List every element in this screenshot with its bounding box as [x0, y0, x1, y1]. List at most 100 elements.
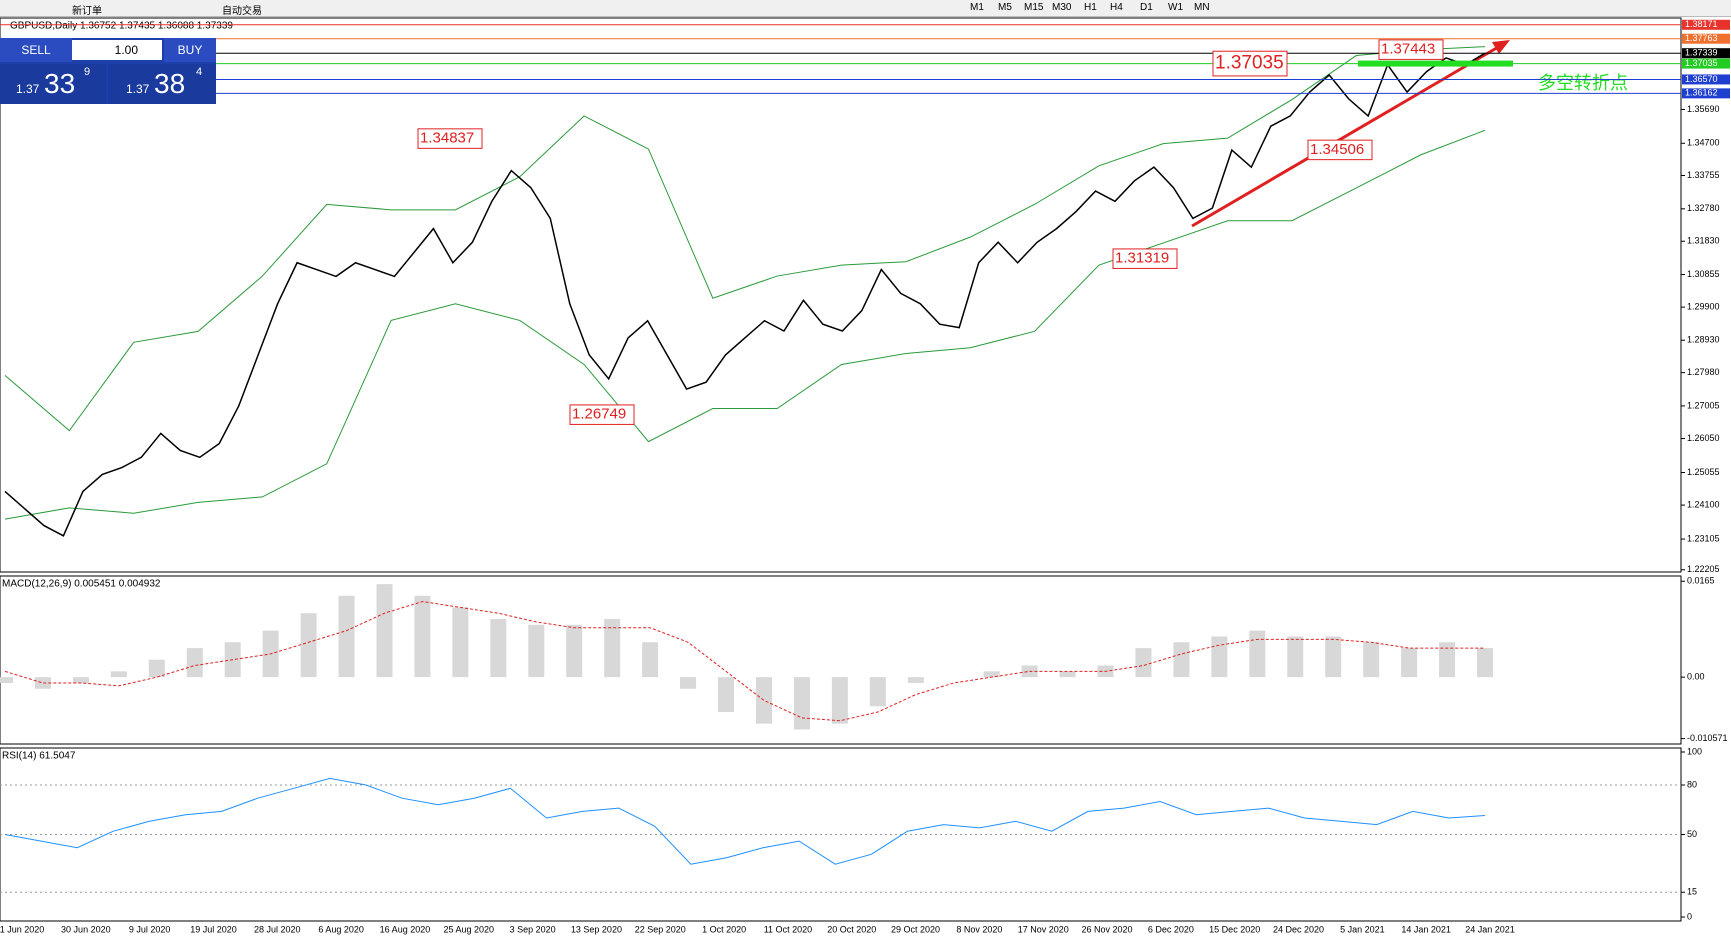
- macd-bar: [642, 642, 659, 678]
- macd-label: MACD(12,26,9) 0.005451 0.004932: [2, 579, 161, 590]
- ask-box[interactable]: 1.37 38 4: [108, 64, 216, 104]
- ask-big: 1.37: [126, 82, 150, 96]
- timeframe-button[interactable]: H4: [1110, 2, 1123, 13]
- price-tick-label: 1.34700: [1687, 138, 1720, 148]
- timeframe-button[interactable]: D1: [1140, 2, 1153, 13]
- macd-tick-label: 0.00: [1687, 672, 1705, 682]
- toolbar-button[interactable]: 新订单: [72, 6, 102, 17]
- level-label: 1.37763: [1685, 33, 1718, 43]
- date-label: 6 Dec 2020: [1148, 924, 1194, 934]
- toolbar: 新订单 自动交易 M1 M5 M15 M30 H1 H4 D1 W1 MN: [0, 0, 1731, 17]
- macd-bar: [604, 619, 621, 678]
- macd-tick-label: 0.0165: [1687, 576, 1715, 586]
- macd-bar: [1059, 671, 1076, 678]
- level-label: 1.37339: [1685, 48, 1718, 58]
- ask-main: 38: [154, 68, 186, 99]
- date-label: 14 Jan 2021: [1401, 924, 1451, 934]
- date-label: 30 Jun 2020: [61, 924, 111, 934]
- timeframe-button[interactable]: MN: [1194, 2, 1210, 13]
- date-label: 6 Aug 2020: [318, 924, 364, 934]
- macd-bar: [755, 677, 772, 724]
- price-tick-label: 1.29900: [1687, 301, 1720, 311]
- macd-bar: [300, 613, 317, 678]
- annotation-label: 1.34837: [420, 130, 474, 147]
- date-label: 24 Jan 2021: [1465, 924, 1515, 934]
- macd-bar: [148, 659, 165, 678]
- macd-bar: [1249, 630, 1266, 678]
- sell-button[interactable]: SELL: [0, 38, 72, 62]
- timeframe-button[interactable]: M30: [1052, 2, 1072, 13]
- macd-bar: [907, 677, 924, 683]
- level-tag: [1682, 74, 1730, 85]
- annotation-box: [1112, 248, 1178, 269]
- level-tag: [1682, 33, 1730, 44]
- date-label: 13 Sep 2020: [571, 924, 622, 934]
- macd-bar: [1477, 648, 1493, 678]
- trend-arrow: [1191, 44, 1501, 228]
- timeframe-button[interactable]: M1: [970, 2, 984, 13]
- level-tag: [1682, 58, 1730, 69]
- lot-input[interactable]: 1.00: [72, 40, 162, 60]
- annotation-box: [417, 128, 483, 149]
- timeframe-button[interactable]: M5: [998, 2, 1012, 13]
- annotation-label: 1.37035: [1215, 53, 1284, 74]
- macd-bar: [718, 677, 735, 713]
- trade-panel: SELL 1.00 BUY 1.37 33 9 1.37 38 4: [0, 38, 216, 104]
- macd-bar: [1401, 648, 1418, 678]
- date-label: 16 Aug 2020: [380, 924, 431, 934]
- price-tick-label: 1.28930: [1687, 335, 1720, 345]
- bollinger-lower: [4, 129, 1486, 520]
- macd-bar: [983, 671, 1000, 678]
- annotation-label: 1.31319: [1115, 250, 1169, 267]
- date-label: 1 Oct 2020: [702, 924, 746, 934]
- ask-small: 4: [196, 66, 203, 78]
- price-tick-label: 1.24100: [1687, 499, 1720, 509]
- date-label: 24 Dec 2020: [1273, 924, 1324, 934]
- close-line: [4, 52, 1486, 537]
- macd-bar: [0, 677, 13, 683]
- date-label: 15 Dec 2020: [1209, 924, 1260, 934]
- buy-button[interactable]: BUY: [164, 38, 216, 62]
- price-tick-label: 1.22205: [1687, 564, 1720, 574]
- price-panel: [0, 17, 1682, 573]
- date-label: 26 Nov 2020: [1082, 924, 1133, 934]
- bid-small: 9: [84, 66, 91, 78]
- annotation-box: [1378, 39, 1444, 60]
- timeframe-button[interactable]: M15: [1024, 2, 1044, 13]
- timeframe-button[interactable]: W1: [1168, 2, 1183, 13]
- annotation-label: 1.34506: [1310, 141, 1364, 158]
- macd-bar: [1325, 636, 1342, 678]
- annotation-label: 1.26749: [572, 406, 626, 423]
- level-label: 1.36162: [1685, 88, 1718, 98]
- macd-bar: [1439, 642, 1456, 678]
- date-label: 9 Jul 2020: [129, 924, 171, 934]
- price-tick-label: 1.25055: [1687, 467, 1720, 477]
- date-label: 20 Oct 2020: [827, 924, 876, 934]
- price-tick-label: 1.31830: [1687, 236, 1720, 246]
- bid-big: 1.37: [16, 82, 40, 96]
- macd-bar: [72, 677, 89, 683]
- date-label: 29 Oct 2020: [891, 924, 940, 934]
- annotation-box: [1212, 50, 1288, 77]
- macd-bar: [1287, 636, 1304, 678]
- price-tick-label: 1.32780: [1687, 203, 1720, 213]
- timeframe-button[interactable]: H1: [1084, 2, 1097, 13]
- macd-panel: [0, 575, 1682, 745]
- toolbar-button[interactable]: 自动交易: [222, 6, 262, 17]
- macd-bar: [1173, 642, 1190, 678]
- annotation-box: [569, 404, 635, 425]
- macd-bar: [1211, 636, 1228, 678]
- price-tick-label: 1.30855: [1687, 269, 1720, 279]
- macd-bar: [34, 677, 51, 689]
- level-label: 1.38171: [1685, 19, 1718, 29]
- rsi-line: [4, 777, 1486, 865]
- macd-bar: [186, 648, 203, 678]
- annotation-note: 多空转折点: [1538, 73, 1628, 93]
- rsi-tick-label: 80: [1687, 779, 1697, 789]
- date-label: 28 Jul 2020: [254, 924, 301, 934]
- rsi-tick-label: 15: [1687, 887, 1697, 897]
- bid-box[interactable]: 1.37 33 9: [0, 64, 106, 104]
- date-label: 3 Sep 2020: [510, 924, 556, 934]
- price-tick-label: 1.26050: [1687, 433, 1720, 443]
